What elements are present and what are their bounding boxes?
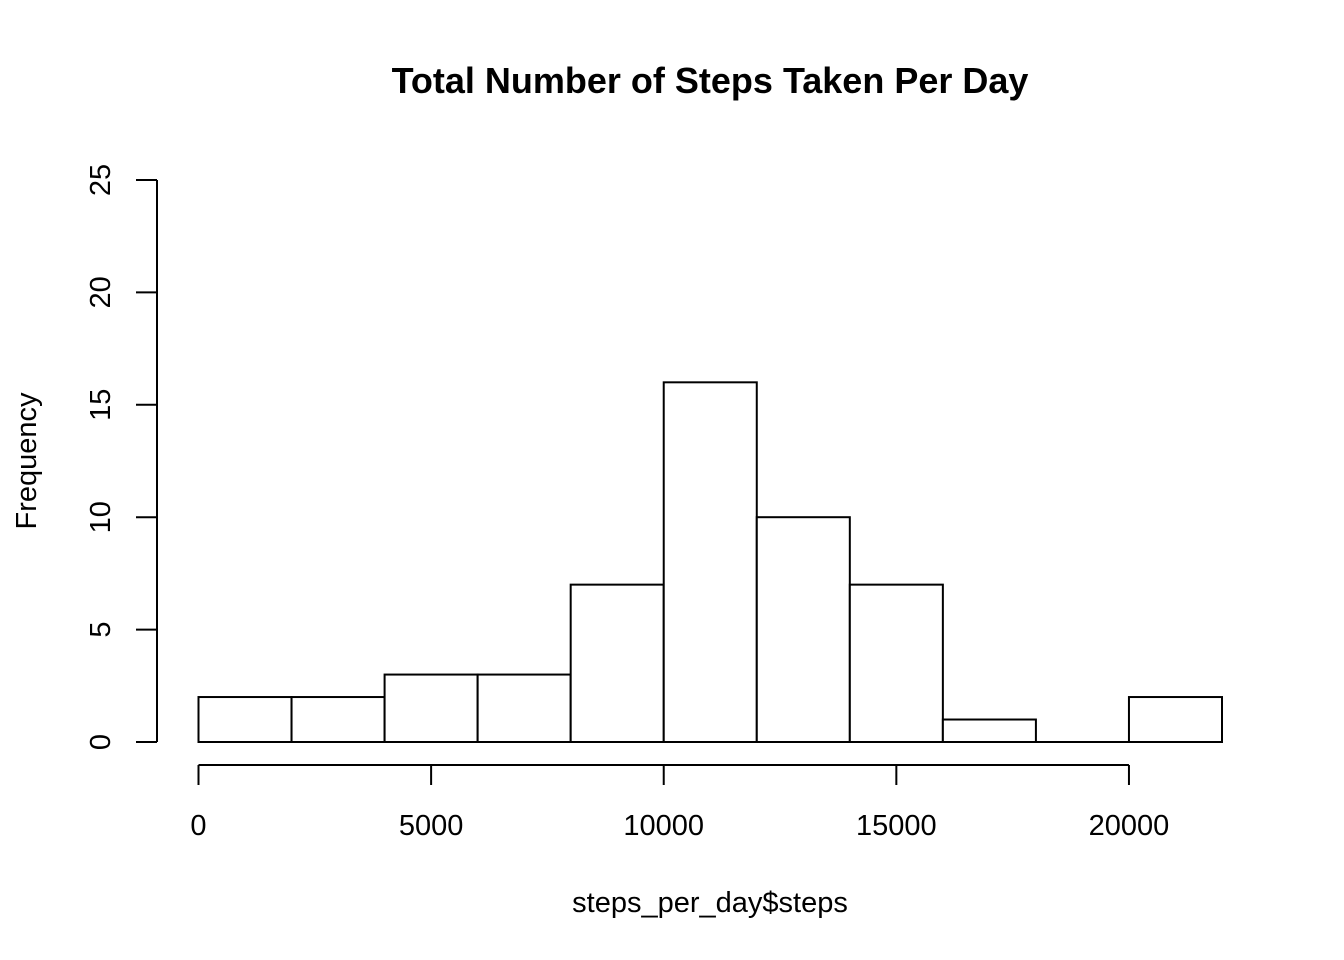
histogram-bar-8 (941, 718, 1037, 744)
x-axis: 0 5000 10000 15000 20000 (190, 764, 1170, 842)
y-tick-label-2: 10 (85, 501, 117, 533)
y-tick-label-4: 20 (85, 276, 117, 308)
y-tick-label-5: 25 (85, 164, 117, 196)
chart-title: Total Number of Steps Taken Per Day (392, 60, 1029, 101)
x-tick-label-2: 10000 (623, 810, 704, 842)
histogram-bar-4 (569, 583, 665, 744)
histogram-bars (197, 381, 1224, 744)
y-axis: 0 5 10 15 20 25 (85, 164, 158, 750)
y-tick-label-1: 5 (85, 622, 117, 638)
y-axis-label: Frequency (11, 392, 43, 530)
histogram-bar-10 (1127, 696, 1224, 743)
x-axis-label: steps_per_day$steps (572, 887, 848, 919)
x-tick-label-3: 15000 (856, 810, 937, 842)
histogram-bar-0 (197, 696, 293, 743)
y-tick-label-0: 0 (85, 734, 117, 750)
x-tick-label-0: 0 (190, 810, 206, 842)
y-tick-label-3: 15 (85, 389, 117, 421)
x-tick-label-4: 20000 (1089, 810, 1170, 842)
histogram-bar-2 (383, 673, 479, 743)
histogram-bar-3 (476, 673, 572, 743)
histogram-bar-5 (662, 381, 758, 743)
x-tick-label-1: 5000 (399, 810, 464, 842)
histogram-bar-6 (755, 516, 851, 744)
histogram-bar-7 (848, 583, 944, 744)
histogram-bar-1 (290, 696, 386, 743)
